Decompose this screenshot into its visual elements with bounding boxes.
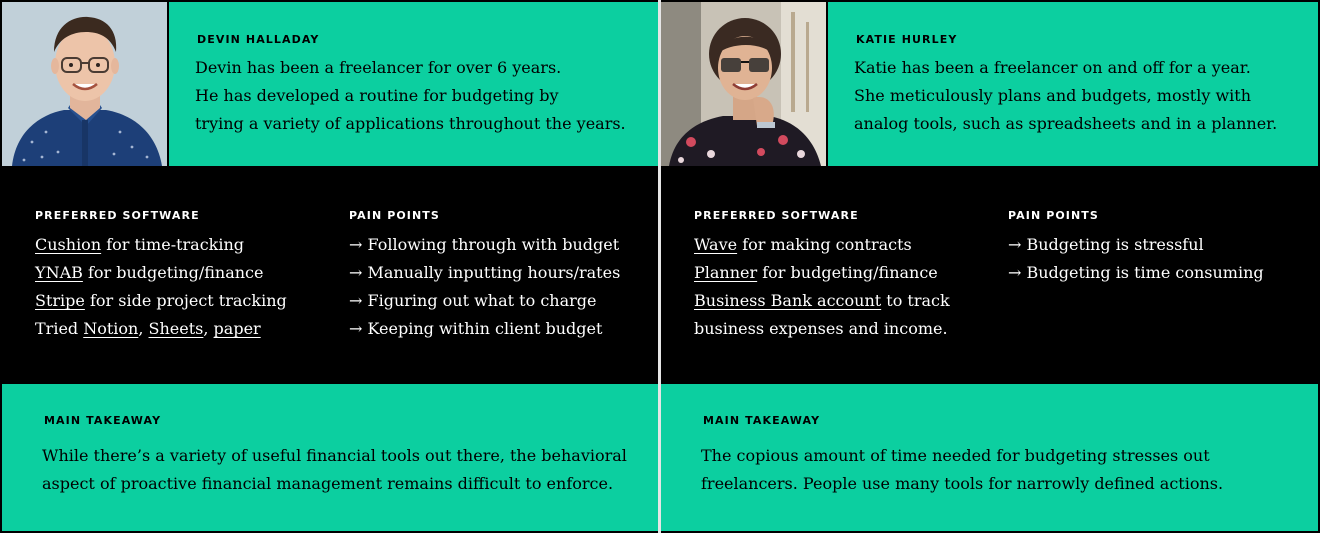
list-item: Tried Notion, Sheets, paper bbox=[35, 319, 261, 338]
list-item: Stripe for side project tracking bbox=[35, 291, 287, 310]
katie-name: KATIE HURLEY bbox=[856, 33, 958, 46]
devin-avatar bbox=[2, 2, 167, 166]
ynab-link[interactable]: YNAB bbox=[35, 263, 83, 282]
katie-takeaway-heading: MAIN TAKEAWAY bbox=[703, 414, 821, 427]
devin-pain-heading: PAIN POINTS bbox=[349, 209, 440, 222]
katie-bio-line: analog tools, such as spreadsheets and i… bbox=[854, 114, 1278, 133]
list-item: business expenses and income. bbox=[694, 319, 948, 338]
sheets-link[interactable]: Sheets bbox=[148, 319, 204, 338]
katie-bio-line: She meticulously plans and budgets, most… bbox=[854, 86, 1251, 105]
list-item: → Keeping within client budget bbox=[349, 319, 603, 338]
katie-takeaway-text: The copious amount of time needed for bu… bbox=[701, 446, 1224, 493]
paper-link[interactable]: paper bbox=[213, 319, 261, 338]
planner-link[interactable]: Planner bbox=[694, 263, 758, 282]
devin-software-list: Cushion for time-tracking YNAB for budge… bbox=[35, 231, 287, 343]
katie-bio-card: KATIE HURLEY Katie has been a freelancer… bbox=[828, 2, 1318, 166]
katie-avatar bbox=[661, 2, 826, 166]
list-item: Wave for making contracts bbox=[694, 235, 912, 254]
katie-pain-heading: PAIN POINTS bbox=[1008, 209, 1099, 222]
devin-takeaway-card: MAIN TAKEAWAY While there’s a variety of… bbox=[2, 384, 658, 531]
stripe-link[interactable]: Stripe bbox=[35, 291, 85, 310]
katie-pain-list: → Budgeting is stressful → Budgeting is … bbox=[1008, 231, 1264, 287]
devin-takeaway-text: While there’s a variety of useful financ… bbox=[42, 446, 627, 493]
cushion-link[interactable]: Cushion bbox=[35, 235, 102, 254]
list-item: → Budgeting is time consuming bbox=[1008, 263, 1264, 282]
list-item: YNAB for budgeting/finance bbox=[35, 263, 264, 282]
katie-photo bbox=[661, 2, 826, 166]
devin-name: DEVIN HALLADAY bbox=[197, 33, 320, 46]
devin-bio-card: DEVIN HALLADAY Devin has been a freelanc… bbox=[169, 2, 658, 166]
katie-bio-line: Katie has been a freelancer on and off f… bbox=[854, 58, 1251, 77]
katie-software-heading: PREFERRED SOFTWARE bbox=[694, 209, 859, 222]
devin-bio-line: He has developed a routine for budgeting… bbox=[195, 86, 559, 105]
katie-takeaway-card: MAIN TAKEAWAY The copious amount of time… bbox=[661, 384, 1318, 531]
list-item: Planner for budgeting/finance bbox=[694, 263, 938, 282]
business-bank-account-link[interactable]: Business Bank account bbox=[694, 291, 882, 310]
list-item: → Figuring out what to charge bbox=[349, 291, 597, 310]
devin-bio: Devin has been a freelancer for over 6 y… bbox=[195, 54, 626, 138]
devin-bio-line: Devin has been a freelancer for over 6 y… bbox=[195, 58, 562, 77]
list-item: Business Bank account to track bbox=[694, 291, 950, 310]
devin-pain-list: → Following through with budget → Manual… bbox=[349, 231, 620, 343]
devin-photo bbox=[2, 2, 167, 166]
devin-bio-line: trying a variety of applications through… bbox=[195, 114, 626, 133]
devin-takeaway-heading: MAIN TAKEAWAY bbox=[44, 414, 162, 427]
devin-software-heading: PREFERRED SOFTWARE bbox=[35, 209, 200, 222]
devin-details-panel: PREFERRED SOFTWARE Cushion for time-trac… bbox=[0, 168, 658, 382]
list-item: → Budgeting is stressful bbox=[1008, 235, 1204, 254]
katie-details-panel: PREFERRED SOFTWARE Wave for making contr… bbox=[661, 168, 1320, 382]
notion-link[interactable]: Notion bbox=[83, 319, 139, 338]
list-item: → Following through with budget bbox=[349, 235, 620, 254]
wave-link[interactable]: Wave bbox=[694, 235, 738, 254]
persona-divider bbox=[658, 0, 661, 533]
list-item: → Manually inputting hours/rates bbox=[349, 263, 621, 282]
katie-bio: Katie has been a freelancer on and off f… bbox=[854, 54, 1277, 138]
katie-software-list: Wave for making contracts Planner for bu… bbox=[694, 231, 950, 343]
list-item: Cushion for time-tracking bbox=[35, 235, 245, 254]
